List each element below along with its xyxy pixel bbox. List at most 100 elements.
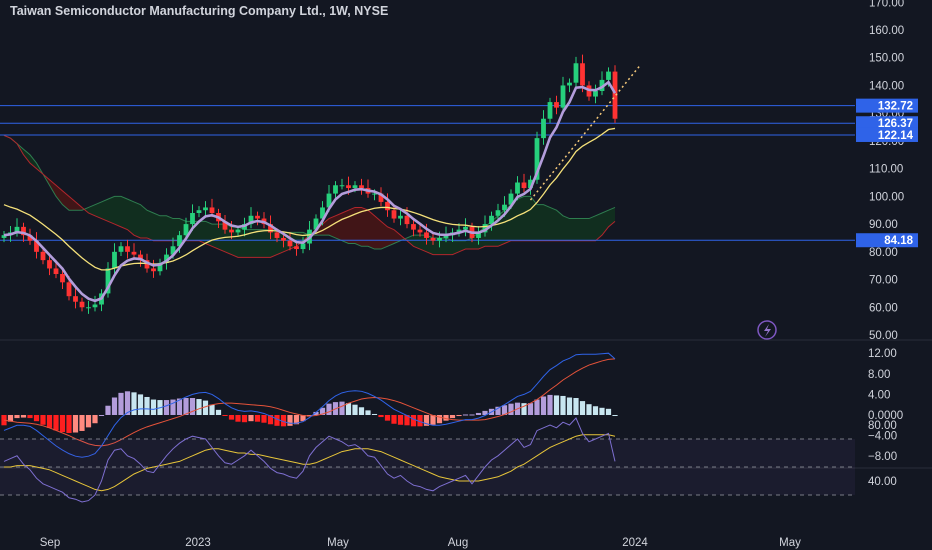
macd-histogram-bar	[40, 415, 46, 425]
macd-histogram-bar	[79, 415, 85, 431]
cloud-segment	[550, 207, 557, 241]
candle-body	[580, 63, 585, 86]
macd-histogram-bar	[534, 399, 540, 415]
macd-histogram-bar	[319, 407, 326, 415]
cloud-segment	[556, 210, 563, 241]
cloud-segment	[420, 235, 427, 252]
candle-body	[255, 215, 260, 219]
cloud-segment	[563, 215, 570, 241]
macd-histogram-bar	[495, 406, 501, 415]
horizontal-levels	[0, 105, 855, 241]
candle-body	[294, 246, 299, 250]
cloud-segment	[576, 218, 583, 241]
macd-histogram-bar	[267, 415, 274, 425]
candle-body	[313, 218, 319, 230]
macd-histogram-bar	[547, 394, 553, 415]
level-price-tag	[856, 127, 918, 142]
ema-fast-line	[3, 80, 617, 303]
price-tick-label: 60.00	[869, 302, 898, 314]
level-price-label: 132.72	[878, 101, 913, 113]
candle-body	[170, 246, 176, 255]
lightning-icon-circle[interactable]	[757, 320, 777, 340]
candle-body	[495, 210, 501, 216]
level-price-tag	[856, 233, 918, 248]
price-tick-label: 170.00	[869, 0, 904, 9]
cloud-segment	[257, 229, 264, 258]
cloud-segment	[114, 196, 121, 227]
macd-histogram-bar	[7, 415, 14, 422]
price-tick-label: 100.00	[869, 191, 904, 203]
candle-body	[352, 185, 358, 189]
macd-histogram-bar	[586, 404, 592, 415]
macd-histogram-bar	[352, 404, 358, 415]
candle-body	[599, 79, 605, 91]
macd-histogram-bar	[66, 415, 72, 434]
macd-histogram-bar	[612, 415, 618, 416]
candle-body	[274, 232, 280, 238]
cloud-segment	[342, 210, 349, 244]
macd-histogram-bar	[98, 415, 105, 416]
cloud-segment	[127, 199, 134, 236]
cloud-segment	[543, 204, 550, 241]
cloud-segment	[361, 207, 368, 247]
macd-histogram-bar	[124, 391, 131, 415]
cloud-segment	[381, 221, 388, 250]
cloud-segment	[348, 207, 355, 244]
lightning-icon-bolt[interactable]	[764, 324, 771, 337]
macd-histogram-bar	[313, 411, 319, 415]
candle-body	[144, 260, 150, 269]
candle-body	[489, 215, 494, 225]
macd-histogram-bar	[209, 404, 215, 415]
cloud-segment	[199, 221, 206, 244]
candle-body	[66, 282, 72, 297]
rsi-line	[3, 417, 616, 503]
candle-body	[27, 235, 33, 241]
candle-body	[248, 215, 254, 225]
candle-body	[320, 207, 325, 219]
candle-body	[235, 229, 241, 233]
candle-body	[86, 307, 91, 309]
candle-body	[125, 246, 130, 252]
rsi-tick-label: 40.00	[868, 476, 897, 488]
candle-body	[346, 185, 351, 189]
cloud-segment	[244, 229, 251, 258]
cloud-segment	[368, 210, 375, 250]
candle-body	[482, 224, 488, 233]
macd-histogram-bar	[14, 415, 20, 419]
macd-histogram-bar	[358, 407, 365, 415]
candle-body	[398, 215, 403, 219]
macd-histogram-bar	[579, 401, 586, 415]
price-axis: 50.0060.0070.0080.0090.00100.00110.00120…	[856, 0, 918, 488]
cloud-segment	[134, 201, 141, 238]
macd-histogram-bar	[222, 415, 228, 416]
candle-body	[157, 262, 163, 272]
trend-dotted-line	[529, 65, 641, 201]
macd-histogram-bar	[462, 414, 469, 416]
lightning-icon[interactable]	[757, 320, 777, 340]
macd-histogram-bar	[137, 394, 144, 415]
moving-averages	[3, 65, 641, 303]
candle-body	[190, 213, 195, 225]
candle-body	[60, 274, 65, 283]
cloud-segment	[62, 190, 69, 211]
time-tick-label: May	[327, 537, 349, 549]
macd-histogram-bar	[404, 415, 410, 426]
macd-histogram-bar	[118, 392, 124, 415]
cloud-segment	[511, 199, 518, 241]
macd-histogram-bar	[85, 415, 92, 428]
candle-body	[1, 235, 7, 238]
level-price-tag	[856, 98, 918, 113]
candle-body	[612, 71, 618, 119]
candle-body	[21, 226, 26, 236]
candle-body	[443, 235, 449, 238]
candle-body	[476, 232, 481, 238]
cloud-segment	[524, 196, 531, 241]
rsi-panel	[0, 417, 855, 503]
macd-histogram-bar	[371, 413, 378, 415]
candle-body	[404, 215, 410, 225]
cloud-segment	[517, 196, 524, 241]
candle-body	[281, 237, 286, 241]
macd-histogram-bar	[573, 398, 579, 415]
candle-body	[378, 193, 384, 202]
